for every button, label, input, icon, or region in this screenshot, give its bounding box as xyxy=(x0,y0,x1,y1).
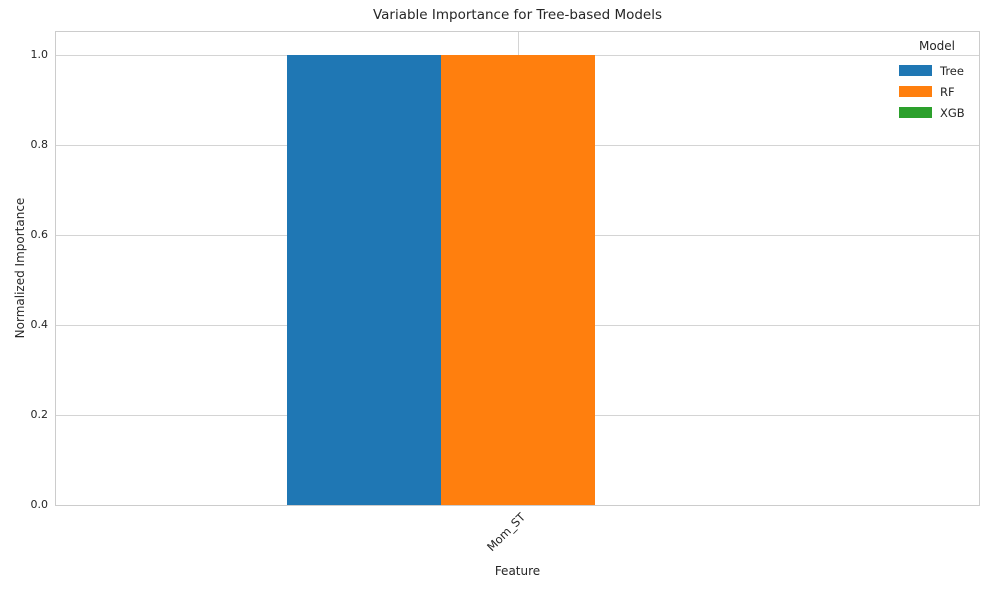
y-tick-label: 0.2 xyxy=(30,408,49,421)
legend-label: RF xyxy=(940,84,955,99)
chart-title: Variable Importance for Tree-based Model… xyxy=(372,7,663,23)
legend-title: Model xyxy=(918,39,956,53)
legend-label: Tree xyxy=(940,63,964,78)
legend-entries: Tree RF XGB xyxy=(894,60,980,123)
y-axis-label: Normalized Importance xyxy=(13,197,27,339)
legend: Model Tree RF XGB xyxy=(894,38,980,123)
legend-swatch-icon xyxy=(899,107,932,118)
bar-rf xyxy=(441,55,595,505)
legend-swatch-icon xyxy=(899,86,932,97)
x-axis-label: Feature xyxy=(494,564,541,578)
legend-entry-rf: RF xyxy=(894,81,980,102)
legend-entry-xgb: XGB xyxy=(894,102,980,123)
plot-area xyxy=(55,31,980,506)
y-tick-label: 0.0 xyxy=(30,498,49,511)
legend-entry-tree: Tree xyxy=(894,60,980,81)
bar-tree xyxy=(287,55,441,505)
y-tick-label: 0.8 xyxy=(30,138,49,151)
legend-label: XGB xyxy=(940,105,965,120)
legend-swatch-icon xyxy=(899,65,932,76)
y-tick-label: 1.0 xyxy=(30,48,49,61)
y-tick-label: 0.6 xyxy=(30,228,49,241)
y-tick-label: 0.4 xyxy=(30,318,49,331)
